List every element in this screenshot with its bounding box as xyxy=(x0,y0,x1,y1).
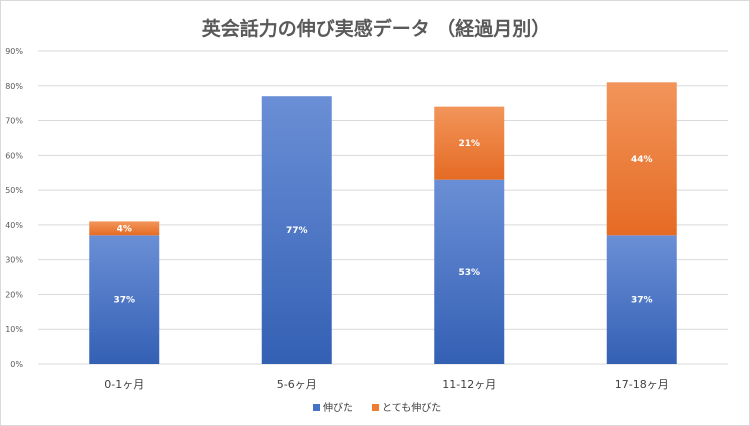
category-label: 5-6ヶ月 xyxy=(277,378,317,391)
y-tick-label: 70% xyxy=(5,117,23,126)
data-label: 44% xyxy=(631,155,653,165)
y-tick-label: 30% xyxy=(5,256,23,265)
y-tick-label: 20% xyxy=(5,290,23,299)
data-label: 37% xyxy=(631,296,653,306)
data-label: 37% xyxy=(113,296,135,306)
category-label: 0-1ヶ月 xyxy=(104,378,144,391)
y-tick-label: 60% xyxy=(5,151,23,160)
y-tick-label: 50% xyxy=(5,186,23,195)
bar-segment xyxy=(261,96,332,364)
data-label: 53% xyxy=(458,268,480,278)
category-label: 17-18ヶ月 xyxy=(615,378,669,391)
category-label: 11-12ヶ月 xyxy=(442,378,496,391)
y-tick-label: 40% xyxy=(5,221,23,230)
data-label: 77% xyxy=(286,226,308,236)
bar-segment xyxy=(89,221,160,236)
bars xyxy=(89,82,677,364)
bar-segment xyxy=(89,235,160,364)
data-label: 21% xyxy=(458,139,480,149)
chart-title: 英会話力の伸び実感データ （経過月別） xyxy=(202,17,551,40)
x-axis-categories: 0-1ヶ月 5-6ヶ月 11-12ヶ月 17-18ヶ月 xyxy=(104,378,668,391)
legend-label: とても伸びた xyxy=(382,402,441,414)
y-axis-ticks: 0% 10% 20% 30% 40% 50% 60% 70% 80% 90% xyxy=(5,47,23,369)
legend: 伸びた とても伸びた xyxy=(313,402,441,414)
legend-swatch xyxy=(313,404,320,411)
bar-segment xyxy=(606,235,677,364)
data-labels: 37% 4% 77% 53% 21% 37% 44% xyxy=(113,139,652,305)
legend-swatch xyxy=(372,404,379,411)
data-label: 4% xyxy=(117,224,132,234)
bar-segment xyxy=(434,179,505,364)
y-tick-label: 90% xyxy=(5,47,23,56)
y-tick-label: 80% xyxy=(5,82,23,91)
bar-segment xyxy=(606,82,677,236)
legend-label: 伸びた xyxy=(323,402,353,414)
bar-segment xyxy=(434,106,505,180)
y-tick-label: 0% xyxy=(10,360,23,369)
y-tick-label: 10% xyxy=(5,325,23,334)
